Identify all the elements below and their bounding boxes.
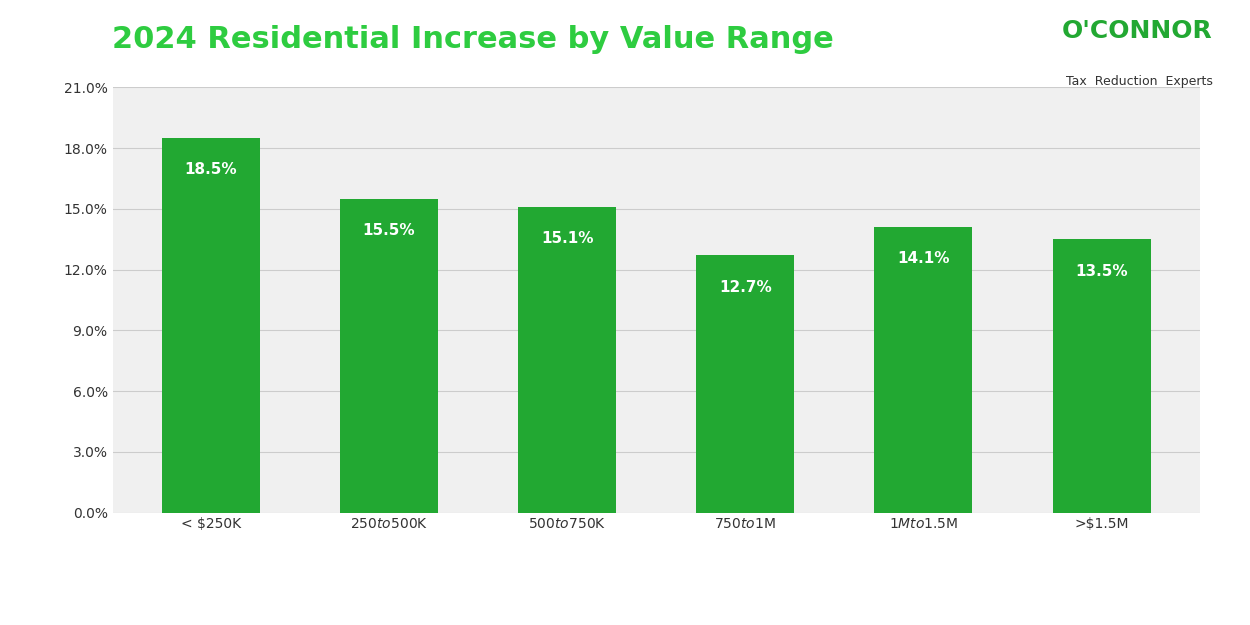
Text: 15.1%: 15.1% (541, 231, 594, 246)
Text: O'CONNOR: O'CONNOR (1061, 19, 1212, 42)
Bar (162, 138, 260, 512)
Text: Tax  Reduction  Experts: Tax Reduction Experts (1065, 75, 1212, 88)
Text: 15.5%: 15.5% (362, 223, 415, 238)
Bar (340, 199, 437, 512)
Text: Value Range: Value Range (562, 572, 688, 590)
Text: 18.5%: 18.5% (185, 162, 238, 177)
Bar (696, 256, 794, 512)
Bar (875, 227, 973, 512)
Text: 13.5%: 13.5% (1075, 264, 1128, 279)
Text: Percentage Increase: Percentage Increase (36, 212, 51, 388)
Text: 12.7%: 12.7% (719, 280, 771, 295)
Text: 14.1%: 14.1% (898, 251, 950, 266)
Bar (519, 207, 616, 512)
Bar (1052, 239, 1150, 512)
Text: 2024 Residential Increase by Value Range: 2024 Residential Increase by Value Range (112, 25, 834, 54)
